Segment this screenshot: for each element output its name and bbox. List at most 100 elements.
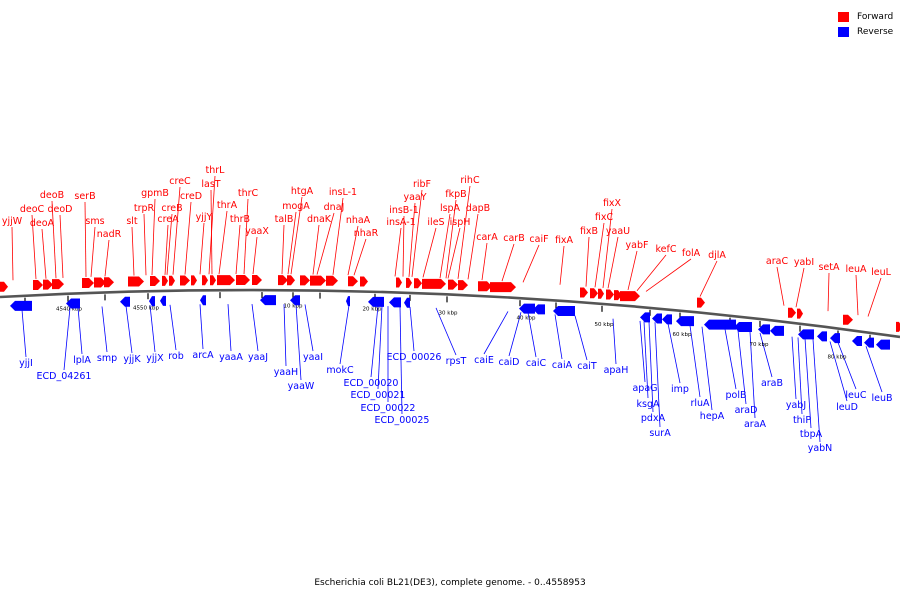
reverse-gene-arrow	[676, 316, 694, 327]
reverse-leader	[77, 307, 83, 355]
reverse-leader	[483, 311, 509, 355]
reverse-leader	[370, 305, 379, 378]
forward-gene-label: kefC	[656, 244, 677, 255]
forward-gene-arrow	[43, 279, 53, 290]
forward-gene-label: carB	[503, 233, 524, 244]
reverse-leader	[409, 306, 415, 352]
forward-leader	[867, 277, 882, 317]
gene-label-leaders	[11, 175, 883, 443]
forward-gene-label: ileS	[427, 217, 444, 228]
forward-gene-label: folA	[682, 248, 701, 259]
gene-arrows	[0, 275, 900, 350]
reverse-gene-label: yabJ	[786, 400, 806, 411]
forward-leader	[143, 213, 147, 276]
reverse-gene-label: ECD_00021	[351, 390, 406, 401]
reverse-leader	[101, 306, 108, 353]
reverse-gene-arrow	[758, 324, 770, 335]
reverse-leader	[804, 338, 812, 429]
reverse-gene-label: ECD_00022	[361, 403, 416, 414]
forward-leader	[411, 189, 423, 278]
reverse-leader	[377, 305, 383, 390]
reverse-gene-label: ECD_04261	[37, 371, 92, 382]
reverse-leader	[527, 312, 537, 358]
reverse-gene-arrow	[734, 322, 752, 333]
forward-gene-arrow	[458, 280, 468, 291]
forward-leader	[332, 197, 344, 275]
forward-gene-label: yjjW	[2, 216, 23, 227]
map-caption: Escherichia coli BL21(DE3), complete gen…	[314, 578, 586, 588]
forward-leader	[172, 186, 181, 275]
reverse-gene-arrow	[120, 296, 130, 307]
forward-leader	[166, 213, 173, 275]
forward-leader	[481, 242, 488, 281]
reverse-gene-label: ECD_00026	[387, 352, 442, 363]
forward-gene-arrow	[191, 275, 197, 286]
scale-label: 70 kbp	[750, 342, 769, 348]
reverse-leader	[639, 320, 646, 383]
reverse-gene-label: yaaA	[219, 352, 243, 363]
reverse-gene-label: araB	[761, 378, 783, 389]
forward-gene-label: yabI	[794, 257, 814, 268]
reverse-leader	[508, 312, 522, 357]
forward-gene-arrow	[128, 276, 144, 287]
forward-gene-arrow	[252, 275, 262, 286]
forward-leader	[41, 228, 47, 279]
forward-gene-label: sms	[85, 216, 104, 227]
forward-leader	[422, 227, 437, 278]
forward-gene-arrow	[348, 276, 358, 287]
forward-leader	[184, 201, 192, 275]
forward-gene-arrow	[33, 280, 43, 291]
forward-gene-label: slt	[126, 216, 138, 227]
reverse-gene-label: yjjI	[19, 358, 33, 369]
forward-gene-label: insA-1	[386, 217, 415, 228]
forward-gene-label: yaaY	[403, 192, 426, 203]
scale-label: 4550 kbp	[133, 305, 159, 311]
reverse-leader	[125, 305, 133, 354]
forward-leader	[235, 224, 241, 275]
forward-leader	[151, 198, 156, 276]
forward-gene-label: nhaA	[346, 215, 371, 226]
reverse-gene-label: lplA	[73, 355, 91, 366]
reverse-gene-label: rpsT	[446, 356, 467, 367]
forward-leader	[501, 243, 515, 282]
scale-label: 80 kbp	[828, 354, 847, 360]
forward-gene-arrow	[360, 276, 368, 287]
reverse-gene-arrow	[389, 297, 401, 308]
forward-leader	[287, 211, 297, 275]
forward-gene-label: gpmB	[141, 188, 169, 199]
reverse-gene-arrow	[404, 297, 410, 308]
reverse-gene-label: rluA	[690, 398, 710, 409]
forward-gene-arrow	[52, 279, 64, 290]
reverse-gene-label: ECD_00020	[344, 378, 399, 389]
forward-leader	[408, 202, 416, 277]
forward-gene-arrow	[590, 288, 598, 299]
forward-gene-arrow	[414, 278, 422, 289]
forward-gene-arrow	[94, 277, 106, 288]
forward-gene-label: fixB	[580, 226, 598, 237]
reverse-gene-arrow	[876, 339, 890, 350]
legend-forward-label: Forward	[857, 11, 894, 22]
forward-gene-label: yaaU	[606, 226, 630, 237]
forward-gene-arrow	[490, 282, 516, 293]
forward-leader	[84, 201, 87, 278]
forward-gene-arrow	[217, 275, 235, 286]
forward-gene-label: creA	[157, 214, 179, 225]
genome-backbone	[0, 288, 900, 339]
forward-gene-label: talB	[275, 214, 294, 225]
forward-gene-arrow	[697, 297, 705, 308]
forward-gene-arrow	[326, 275, 338, 286]
forward-gene-label: thrC	[238, 188, 259, 199]
scale-label: 50 kbp	[595, 322, 614, 328]
forward-gene-label: htgA	[291, 186, 314, 197]
forward-leader	[394, 227, 402, 277]
forward-leader	[252, 236, 258, 275]
forward-gene-label: ispH	[450, 217, 471, 228]
reverse-gene-label: yabN	[808, 443, 833, 454]
forward-gene-label: creD	[180, 191, 202, 202]
forward-gene-arrow	[396, 277, 402, 288]
forward-swatch	[838, 11, 849, 22]
forward-gene-arrow	[236, 275, 250, 286]
reverse-leader	[21, 309, 27, 358]
reverse-gene-arrow	[704, 319, 736, 330]
